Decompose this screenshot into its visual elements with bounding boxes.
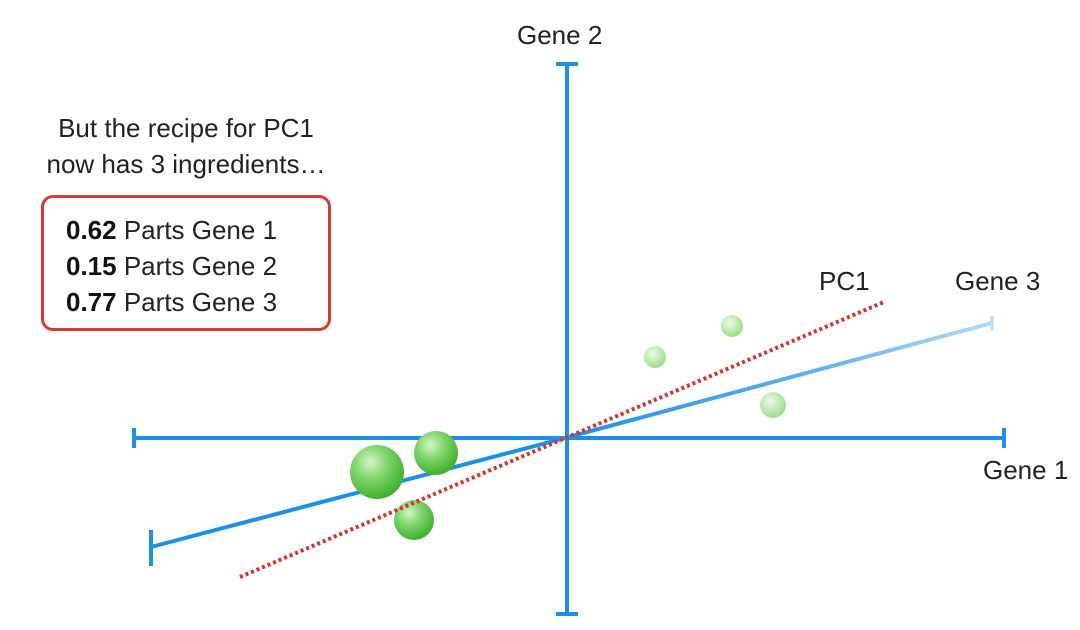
data-point: [721, 315, 743, 337]
gene2-axis: [556, 62, 578, 616]
recipe-row: 0.62 Parts Gene 1: [66, 212, 328, 248]
data-point: [644, 346, 666, 368]
recipe-text: Parts Gene 3: [123, 287, 278, 317]
gene3-axis-label: Gene 3: [955, 266, 1041, 296]
caption-line: But the recipe for PC1: [58, 113, 314, 143]
recipe-weight: 0.15: [66, 251, 117, 281]
data-point: [760, 392, 786, 418]
recipe-text: Parts Gene 2: [123, 251, 278, 281]
gene1-axis-label: Gene 1: [983, 455, 1069, 485]
recipe-weight: 0.62: [66, 215, 117, 245]
data-point: [414, 431, 458, 475]
caption-line: now has 3 ingredients…: [46, 149, 326, 179]
gene3-axis: [149, 316, 994, 566]
data-point: [394, 500, 434, 540]
pc1-line: [239, 300, 885, 579]
recipe-weight: 0.77: [66, 287, 117, 317]
pc1-label: PC1: [819, 266, 870, 296]
data-point: [350, 445, 404, 499]
caption: But the recipe for PC1 now has 3 ingredi…: [10, 110, 362, 182]
pc1-recipe-box: 0.62 Parts Gene 1 0.15 Parts Gene 2 0.77…: [41, 195, 331, 331]
data-points: [350, 315, 786, 540]
recipe-row: 0.77 Parts Gene 3: [66, 284, 328, 320]
recipe-text: Parts Gene 1: [123, 215, 278, 245]
recipe-row: 0.15 Parts Gene 2: [66, 248, 328, 284]
gene2-axis-label: Gene 2: [517, 20, 603, 50]
